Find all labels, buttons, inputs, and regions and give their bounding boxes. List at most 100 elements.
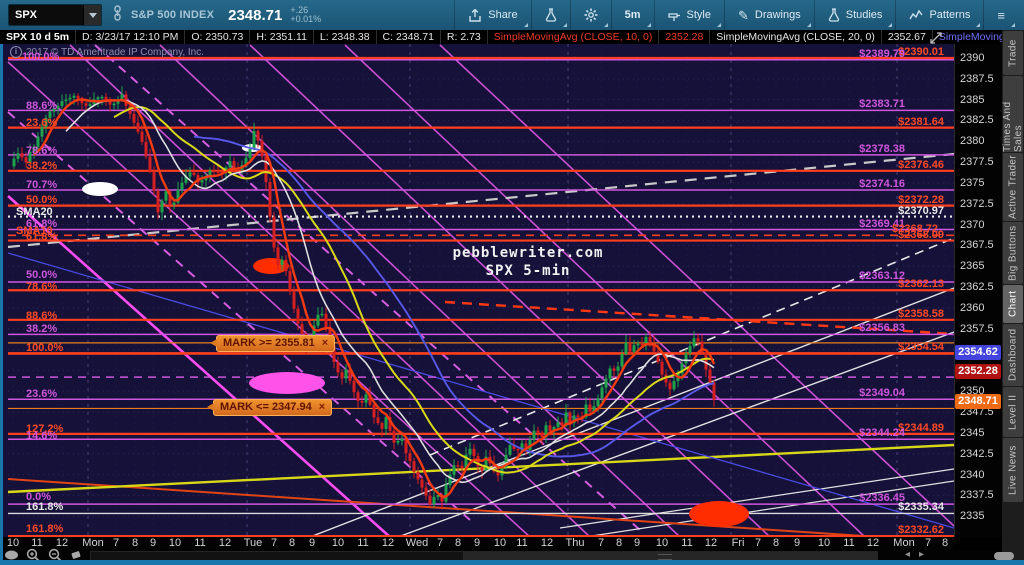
scrollbar-grip <box>658 554 672 560</box>
patterns-button[interactable]: Patterns <box>895 0 983 30</box>
fib-level-label: 61.8% <box>26 231 58 243</box>
time-tick: 9 <box>473 537 481 549</box>
level-price-label: $2344.24 <box>859 427 905 440</box>
timeframe-button[interactable]: 5m <box>610 0 654 30</box>
price-tick: 2342.5 <box>960 447 994 460</box>
chart-header: SPX 10 d 5m D: 3/23/17 12:10 PM O: 2350.… <box>0 30 1002 44</box>
level-price-label: $2356.83 <box>859 322 905 335</box>
analyze-button[interactable] <box>530 0 570 30</box>
symbol-input-box[interactable] <box>8 4 102 26</box>
style-icon <box>667 12 680 21</box>
chart-plot-area[interactable]: i 2017 © TD Ameritrade IP Company, Inc. … <box>0 44 954 537</box>
fib-level-label: 61.8% <box>26 218 58 230</box>
drawing-tool-icon[interactable] <box>70 548 83 565</box>
price-tick: 2382.5 <box>960 114 994 127</box>
symbol-dropdown-button[interactable] <box>83 5 101 25</box>
sidebar-tab-times-and-sales[interactable]: Times And Sales <box>1002 76 1024 152</box>
time-tick: 8 <box>941 537 949 549</box>
time-tick: 11 <box>681 537 693 549</box>
time-tick: 12 <box>218 537 232 549</box>
level-price-label: $2381.64 <box>898 115 944 128</box>
time-tick: 8 <box>288 537 296 549</box>
pencil-icon: ✎ <box>737 7 749 23</box>
fib-level-label: SMA20 <box>16 206 53 218</box>
ohlc-range: R: 2.73 <box>441 30 488 44</box>
time-tick: 7 <box>754 537 762 549</box>
level-price-label: $2363.12 <box>859 269 905 282</box>
level-price-label: $2336.45 <box>859 492 905 505</box>
maximize-icon[interactable] <box>930 31 942 44</box>
ohlc-close: C: 2348.71 <box>377 30 441 44</box>
sidebar-tab-trade[interactable]: Trade <box>1003 31 1023 75</box>
time-tick: 9 <box>308 537 316 549</box>
price-tick: 2337.5 <box>960 489 994 502</box>
fib-level-label: 0.0% <box>26 491 52 503</box>
change-value: +.26 <box>290 5 309 15</box>
symbol-link-icon[interactable] <box>112 4 123 26</box>
window-edge-bottom <box>0 560 1024 565</box>
fib-level-label: 70.7% <box>26 179 58 191</box>
price-tick: 2360 <box>960 301 985 314</box>
fib-level-label: 50.0% <box>26 194 58 206</box>
style-button[interactable]: Style <box>653 0 724 30</box>
mark-alert-label[interactable]: MARK <= 2347.94 × <box>206 399 333 416</box>
time-scrollbar-thumb[interactable] <box>463 552 878 560</box>
time-tick: 11 <box>31 537 43 549</box>
fib-level-label: 50.0% <box>26 269 58 281</box>
sidebar-tab-dashboard[interactable]: Dashboard <box>1003 324 1023 386</box>
time-tick: Mon <box>893 537 915 549</box>
price-change: +.26 +0.01% <box>290 6 321 24</box>
scroll-left-arrow[interactable]: ◂ <box>905 549 911 560</box>
level-price-label: $2349.04 <box>859 387 905 400</box>
time-tick: 10 <box>817 537 831 549</box>
symbol-input[interactable] <box>9 9 83 21</box>
price-bubble: 2352.28 <box>955 364 1001 380</box>
time-tick: 11 <box>194 537 206 549</box>
price-tick: 2357.5 <box>960 322 994 335</box>
time-tick: 10 <box>6 537 20 549</box>
level-price-label: $2368.09 <box>898 228 944 241</box>
time-tick: 12 <box>540 537 554 549</box>
ohlc-low: L: 2348.38 <box>314 30 377 44</box>
time-tick: 11 <box>516 537 528 549</box>
level-price-label: $2362.13 <box>898 278 944 291</box>
last-price: 2348.71 <box>228 6 283 24</box>
pan-tool-icon[interactable] <box>4 548 19 565</box>
sidebar-tab-level-ii[interactable]: Level II <box>1003 387 1023 437</box>
time-tick: 12 <box>704 537 718 549</box>
price-tick: 2370 <box>960 218 985 231</box>
fib-level-label: 38.2% <box>26 323 58 335</box>
time-tick: Fri <box>731 537 745 549</box>
menu-button[interactable]: ≡ <box>983 0 1018 30</box>
resize-knob[interactable] <box>994 552 1014 560</box>
mark-text: MARK <= 2347.94 <box>220 401 312 413</box>
level-price-label: $2390.01 <box>898 45 944 58</box>
studies-button[interactable]: Studies <box>813 0 896 30</box>
sidebar-tab-chart[interactable]: Chart <box>1003 285 1023 323</box>
settings-button[interactable] <box>569 0 611 30</box>
time-tick: 11 <box>357 537 369 549</box>
price-axis[interactable]: 2390 2387.5 2385 2382.5 2380 2377.5 2375 2372.5… <box>954 44 1003 537</box>
sidebar-tab-live-news[interactable]: Live News <box>1003 438 1023 502</box>
time-tick: 12 <box>55 537 69 549</box>
scroll-right-arrow[interactable]: ▸ <box>919 549 925 560</box>
top-toolbar: S&P 500 INDEX 2348.71 +.26 +0.01% Share … <box>0 0 1024 30</box>
price-tick: 2377.5 <box>960 156 994 169</box>
level-price-label: $2389.79 <box>859 47 905 60</box>
mark-close-icon[interactable]: × <box>321 337 329 349</box>
sidebar-tab-big-buttons[interactable]: Big Buttons <box>1003 222 1023 284</box>
time-tick: Tue <box>243 537 263 549</box>
level-price-label: $2370.97 <box>898 204 944 217</box>
time-tick: 7 <box>924 537 932 549</box>
mark-close-icon[interactable]: × <box>318 401 326 413</box>
sidebar-tab-active-trader[interactable]: Active Trader <box>1003 153 1023 221</box>
level-price-label: $2378.38 <box>859 142 905 155</box>
mark-alert-label[interactable]: MARK >= 2355.81 × <box>209 335 336 352</box>
drawings-button[interactable]: ✎ Drawings <box>723 0 814 30</box>
watermark-line1: pebblewriter.com <box>452 245 604 261</box>
time-axis[interactable]: 10 11 12 Mon 7 8 9 10 11 12 Tue 7 8 9 10 11 12 Wed 7 8 9 10 11… <box>0 537 954 550</box>
bottom-toolbar: ◂ ▸ <box>0 548 1002 562</box>
toolbar-buttons: Share 5m Style ✎ Drawings Studies <box>454 0 1018 30</box>
share-button[interactable]: Share <box>454 0 530 30</box>
